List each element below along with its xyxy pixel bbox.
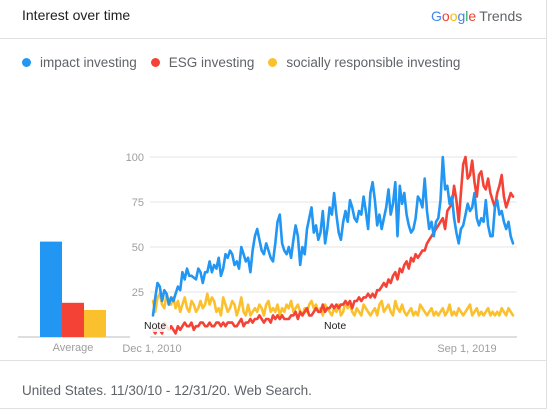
series-line bbox=[151, 155, 515, 317]
legend-swatch bbox=[150, 58, 160, 67]
average-bar bbox=[62, 302, 84, 337]
google-letter: G bbox=[431, 8, 442, 24]
google-letter: o bbox=[449, 8, 458, 24]
legend-label: ESG investing bbox=[168, 55, 255, 70]
note-marker-bg bbox=[142, 318, 170, 332]
footer-query-info: United States. 11/30/10 - 12/31/20. Web … bbox=[22, 383, 312, 398]
google-letter: o bbox=[441, 8, 450, 24]
legend-label: impact investing bbox=[40, 55, 137, 70]
y-tick-label: 75 bbox=[132, 197, 144, 209]
series-line bbox=[151, 292, 515, 317]
y-tick-label: 100 bbox=[126, 152, 144, 164]
google-letter: l bbox=[465, 8, 469, 24]
legend-item[interactable]: socially responsible investing bbox=[268, 55, 460, 70]
legend-item[interactable]: impact investing bbox=[22, 55, 137, 70]
average-bar bbox=[40, 241, 62, 337]
average-label: Average bbox=[53, 342, 94, 354]
header-divider bbox=[0, 38, 547, 39]
y-tick-label: 25 bbox=[132, 287, 144, 299]
average-bar bbox=[84, 310, 106, 337]
legend-item[interactable]: ESG investing bbox=[150, 55, 255, 70]
google-letter: g bbox=[457, 8, 466, 24]
note-marker[interactable]: Note bbox=[324, 320, 346, 332]
x-tick-label: Sep 1, 2019 bbox=[437, 343, 496, 355]
card-title: Interest over time bbox=[22, 7, 131, 23]
y-tick-label: 50 bbox=[132, 242, 144, 254]
trends-wordmark: Trends bbox=[479, 8, 523, 24]
footer-divider bbox=[0, 360, 547, 361]
google-trends-logo: Google Trends bbox=[431, 8, 522, 24]
google-wordmark: Google bbox=[431, 8, 476, 24]
legend-swatch bbox=[268, 58, 278, 67]
series-line bbox=[151, 155, 515, 335]
legend-label: socially responsible investing bbox=[286, 55, 461, 70]
google-letter: e bbox=[468, 8, 477, 24]
x-tick-label: Dec 1, 2010 bbox=[122, 343, 181, 355]
interest-chart: 25 50 75 100 Average Dec 1, 2010 Sep 1, 2019 No… bbox=[18, 152, 517, 355]
legend: impact investing ESG investing socially re… bbox=[22, 55, 474, 70]
legend-swatch bbox=[22, 58, 31, 67]
note-marker-bg bbox=[322, 318, 350, 332]
note-marker[interactable]: Note bbox=[144, 320, 166, 332]
